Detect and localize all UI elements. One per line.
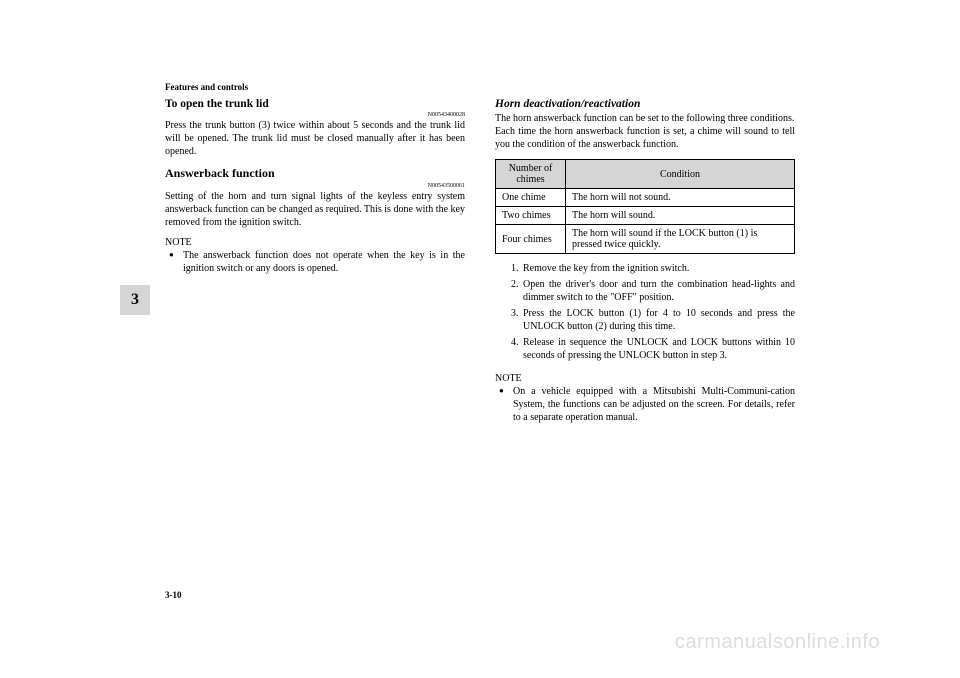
table-cell: One chime xyxy=(496,189,566,207)
body-text: Setting of the horn and turn signal ligh… xyxy=(165,190,465,229)
step-item: Open the driver's door and turn the comb… xyxy=(521,278,795,304)
table-header-cell: Condition xyxy=(566,160,795,189)
section-title-answerback: Answerback function xyxy=(165,166,465,181)
note-label: NOTE xyxy=(495,373,795,384)
note-list: On a vehicle equipped with a Mitsubishi … xyxy=(495,385,795,424)
table-row: One chime The horn will not sound. xyxy=(496,189,795,207)
step-item: Press the LOCK button (1) for 4 to 10 se… xyxy=(521,307,795,333)
body-text: The horn answerback function can be set … xyxy=(495,112,795,125)
section-title-horn: Horn deactivation/reactivation xyxy=(495,98,795,110)
watermark: carmanualsonline.info xyxy=(675,631,880,654)
note-item: On a vehicle equipped with a Mitsubishi … xyxy=(513,385,795,424)
table-header-row: Number of chimes Condition xyxy=(496,160,795,189)
table-header-cell: Number of chimes xyxy=(496,160,566,189)
chapter-tab: 3 xyxy=(120,285,150,315)
right-column: Horn deactivation/reactivation The horn … xyxy=(495,98,795,428)
section-title-trunk: To open the trunk lid xyxy=(165,98,465,110)
step-item: Remove the key from the ignition switch. xyxy=(521,262,795,275)
ref-code: N00543400028 xyxy=(165,112,465,118)
ref-code: N00543500061 xyxy=(165,183,465,189)
left-column: To open the trunk lid N00543400028 Press… xyxy=(165,98,465,428)
main-content: To open the trunk lid N00543400028 Press… xyxy=(165,98,795,428)
page-header: Features and controls xyxy=(165,82,248,92)
table-cell: The horn will sound. xyxy=(566,207,795,225)
body-text: Each time the horn answerback function i… xyxy=(495,125,795,151)
body-text: Press the trunk button (3) twice within … xyxy=(165,119,465,158)
page-number: 3-10 xyxy=(165,590,182,600)
chimes-table: Number of chimes Condition One chime The… xyxy=(495,159,795,254)
note-list: The answerback function does not operate… xyxy=(165,249,465,275)
table-row: Two chimes The horn will sound. xyxy=(496,207,795,225)
table-row: Four chimes The horn will sound if the L… xyxy=(496,225,795,254)
note-label: NOTE xyxy=(165,237,465,248)
note-item: The answerback function does not operate… xyxy=(183,249,465,275)
table-cell: Two chimes xyxy=(496,207,566,225)
table-cell: The horn will sound if the LOCK button (… xyxy=(566,225,795,254)
step-item: Release in sequence the UNLOCK and LOCK … xyxy=(521,336,795,362)
steps-list: Remove the key from the ignition switch.… xyxy=(495,262,795,362)
table-cell: The horn will not sound. xyxy=(566,189,795,207)
table-cell: Four chimes xyxy=(496,225,566,254)
